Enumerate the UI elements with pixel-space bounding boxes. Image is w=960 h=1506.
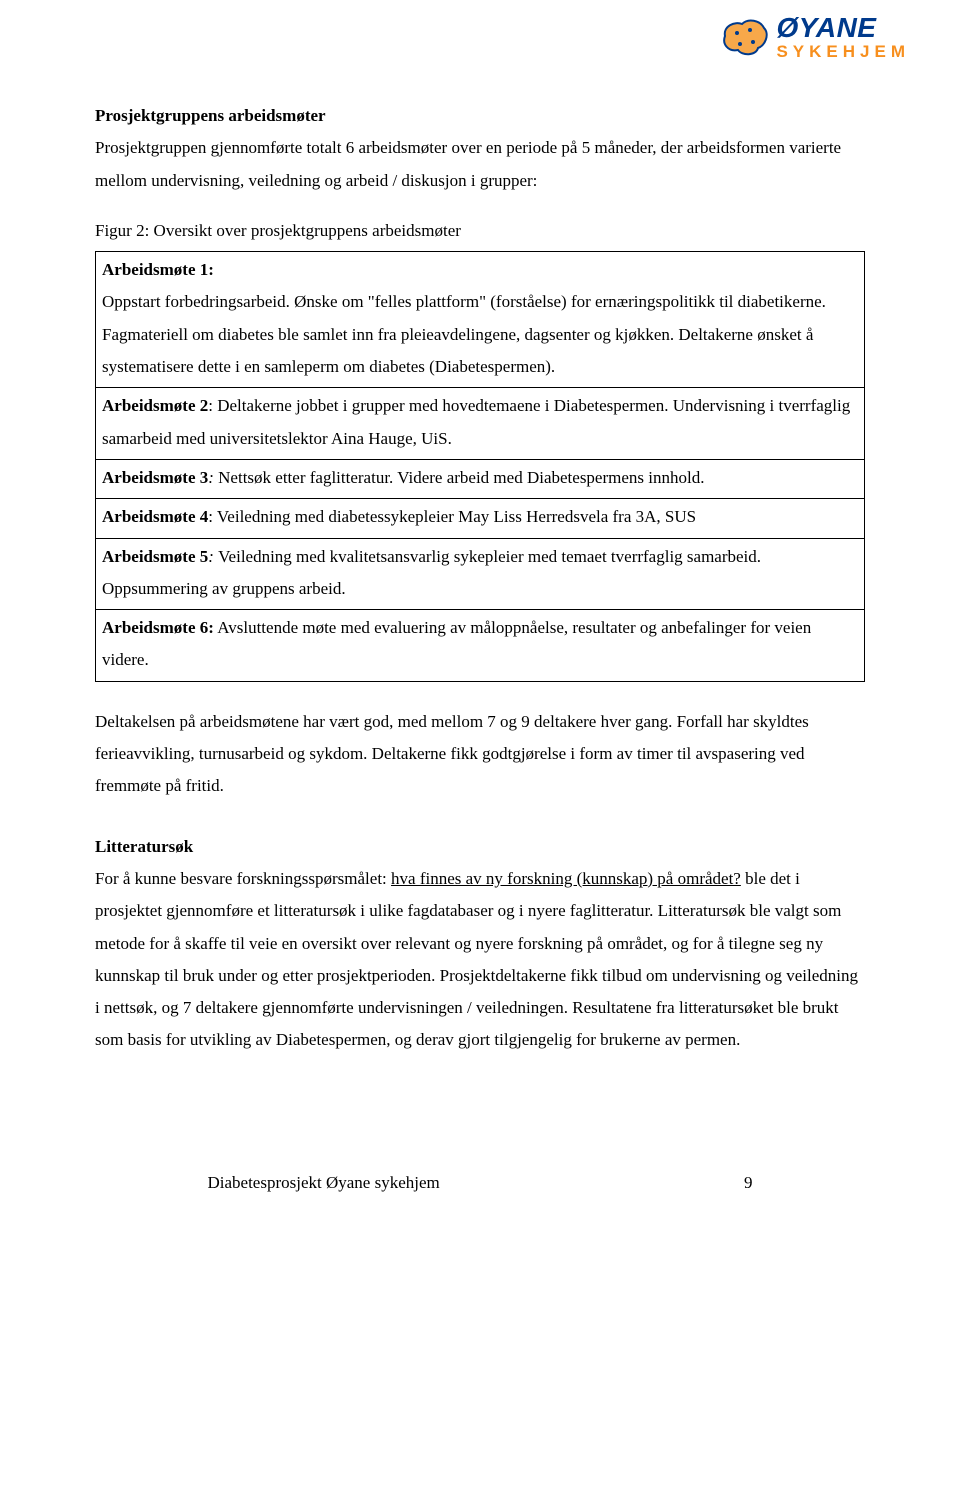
row-label: Arbeidsmøte 6: bbox=[102, 618, 214, 637]
logo-text: ØYANE SYKEHJEM bbox=[776, 14, 910, 60]
table-row: Arbeidsmøte 6: Avsluttende møte med eval… bbox=[96, 610, 865, 682]
page-footer: Diabetesprosjekt Øyane sykehjem 9 bbox=[95, 1167, 865, 1199]
row-label: Arbeidsmøte 1: bbox=[102, 260, 214, 279]
table-row: Arbeidsmøte 3: Nettsøk etter faglitterat… bbox=[96, 459, 865, 498]
meetings-table: Arbeidsmøte 1: Oppstart forbedringsarbeid… bbox=[95, 251, 865, 682]
row-label: Arbeidsmøte 2 bbox=[102, 396, 208, 415]
table-row: Arbeidsmøte 4: Veiledning med diabetessy… bbox=[96, 499, 865, 538]
logo-line2: SYKEHJEM bbox=[776, 43, 910, 60]
row-label-suffix: : bbox=[208, 507, 217, 526]
row-label-suffix: : bbox=[208, 396, 217, 415]
intro-paragraph: Prosjektgruppen gjennomførte totalt 6 ar… bbox=[95, 132, 865, 197]
lit-pre: For å kunne besvare forskningsspørsmålet… bbox=[95, 869, 391, 888]
figure-caption: Figur 2: Oversikt over prosjektgruppens … bbox=[95, 215, 865, 247]
page-number: 9 bbox=[744, 1173, 753, 1192]
logo: ØYANE SYKEHJEM bbox=[720, 14, 910, 60]
footer-text: Diabetesprosjekt Øyane sykehjem bbox=[207, 1173, 439, 1192]
literature-paragraph: For å kunne besvare forskningsspørsmålet… bbox=[95, 863, 865, 1057]
section-heading-1: Prosjektgruppens arbeidsmøter bbox=[95, 100, 865, 132]
row-label-suffix: : bbox=[208, 468, 218, 487]
row-body: Oppstart forbedringsarbeid. Ønske om "fe… bbox=[102, 292, 826, 376]
row-label-suffix: : bbox=[208, 547, 218, 566]
map-icon bbox=[720, 16, 770, 58]
section-heading-2: Litteratursøk bbox=[95, 831, 865, 863]
table-row: Arbeidsmøte 1: Oppstart forbedringsarbeid… bbox=[96, 252, 865, 388]
document-page: ØYANE SYKEHJEM Prosjektgruppens arbeidsm… bbox=[0, 0, 960, 1239]
logo-line1: ØYANE bbox=[776, 14, 910, 42]
row-label: Arbeidsmøte 5 bbox=[102, 547, 208, 566]
document-content: Prosjektgruppens arbeidsmøter Prosjektgr… bbox=[95, 100, 865, 1199]
participation-paragraph: Deltakelsen på arbeidsmøtene har vært go… bbox=[95, 706, 865, 803]
row-body: Veiledning med diabetessykepleier May Li… bbox=[217, 507, 696, 526]
table-row: Arbeidsmøte 2: Deltakerne jobbet i grupp… bbox=[96, 388, 865, 460]
row-label: Arbeidsmøte 3 bbox=[102, 468, 208, 487]
row-label: Arbeidsmøte 4 bbox=[102, 507, 208, 526]
lit-post: ble det i prosjektet gjennomføre et litt… bbox=[95, 869, 858, 1049]
lit-underlined: hva finnes av ny forskning (kunnskap) på… bbox=[391, 869, 741, 888]
table-row: Arbeidsmøte 5: Veiledning med kvalitetsa… bbox=[96, 538, 865, 610]
row-body: Nettsøk etter faglitteratur. Videre arbe… bbox=[218, 468, 704, 487]
